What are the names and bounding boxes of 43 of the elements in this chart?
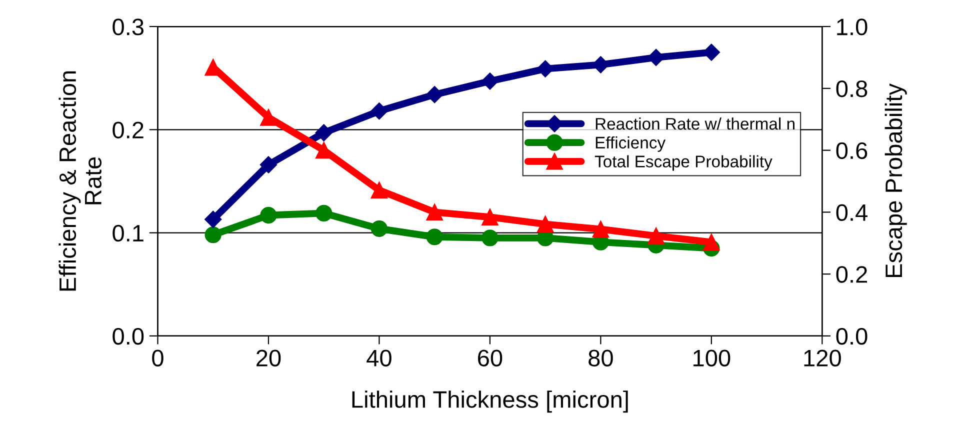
point — [426, 86, 444, 104]
point — [316, 204, 332, 222]
y-tick-label: 0.2 — [112, 122, 144, 138]
y-axis-title: Efficiency & Reaction Rate — [58, 71, 102, 291]
x-axis-title: Lithium Thickness [micron] — [352, 390, 628, 413]
point — [482, 230, 498, 246]
point — [370, 182, 388, 199]
point — [648, 228, 664, 244]
point — [703, 234, 720, 251]
legend-label: Total Escape Probability — [594, 155, 772, 171]
point — [260, 156, 278, 174]
y-tick-label: 0.0 — [112, 328, 144, 345]
point — [204, 210, 222, 228]
y2-tick-label: 0.6 — [836, 142, 868, 160]
point — [315, 124, 332, 142]
point — [260, 206, 277, 224]
legend-label: Efficiency — [596, 136, 666, 152]
y2-tick-label: 0.2 — [836, 266, 867, 283]
legend-label: Reaction Rate w/ thermal n — [596, 117, 794, 130]
y2-tick-label: 0.0 — [836, 328, 868, 345]
point — [370, 220, 388, 237]
point — [482, 208, 498, 226]
point — [592, 220, 610, 238]
point — [426, 228, 443, 246]
x-tick-label: 80 — [588, 350, 613, 366]
x-tick-label: 20 — [256, 350, 281, 366]
point — [204, 226, 222, 244]
point — [481, 72, 498, 90]
y2-tick-label: 0.8 — [836, 80, 868, 98]
x-tick-label: 40 — [366, 350, 392, 366]
y2-axis-title: Escape Probability — [884, 83, 907, 278]
y-tick-label: 0.3 — [112, 18, 144, 36]
point — [536, 216, 554, 233]
x-tick-label: 60 — [478, 350, 502, 366]
point — [426, 204, 443, 220]
y-tick-label: 0.1 — [112, 224, 144, 242]
x-tick-label: 0 — [152, 350, 164, 366]
x-tick-label: 120 — [804, 350, 841, 366]
y2-tick-label: 0.4 — [836, 204, 868, 221]
point — [260, 109, 277, 126]
point — [370, 102, 388, 120]
x-tick-label: 100 — [694, 350, 730, 366]
y2-tick-label: 1.0 — [837, 18, 868, 36]
